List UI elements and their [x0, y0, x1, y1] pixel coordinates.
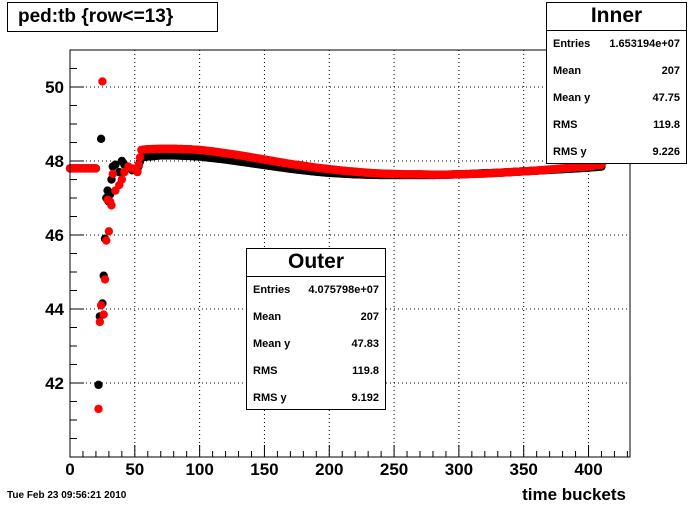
data-point — [104, 227, 114, 236]
data-point — [135, 153, 145, 162]
data-points — [65, 77, 610, 414]
data-point — [95, 317, 105, 327]
y-tick-label: 50 — [45, 78, 64, 97]
stats-row: Entries 4.075798e+07 — [253, 284, 379, 296]
data-point — [133, 167, 142, 177]
stats-row: Mean y 47.75 — [553, 92, 680, 104]
data-point — [117, 175, 127, 184]
stats-row: RMS 119.8 — [253, 365, 379, 377]
timestamp: Tue Feb 23 09:56:21 2010 — [7, 490, 127, 501]
x-tick-label: 300 — [445, 460, 473, 479]
stats-row: RMS y 9.192 — [253, 392, 379, 404]
tick-labels: 0 50 100 150 200 250 300 350 400 42 44 46 48 50 — [45, 78, 603, 479]
data-point — [102, 236, 111, 245]
series-outer — [65, 77, 610, 414]
data-point — [96, 134, 106, 143]
x-tick-label: 350 — [510, 460, 538, 479]
plot-frame — [69, 49, 631, 458]
x-tick-label: 250 — [380, 460, 408, 479]
stats-row: RMS y 9.226 — [553, 146, 680, 158]
stats-header: Inner — [547, 3, 686, 31]
x-tick-label: 400 — [574, 460, 602, 479]
data-point — [108, 169, 117, 179]
stats-row: Mean 207 — [553, 65, 680, 77]
data-point — [91, 164, 101, 173]
y-tick-label: 42 — [45, 374, 64, 393]
stats-row: Mean y 47.83 — [253, 338, 379, 350]
y-tick-label: 48 — [45, 152, 64, 171]
data-point — [94, 380, 103, 390]
stats-row: Entries 1.653194e+07 — [553, 38, 680, 50]
stats-box-outer[interactable]: Outer Entries 4.075798e+07 Mean 207 Mean y… — [246, 248, 386, 410]
chart-title: ped:tb {row<=13} — [7, 2, 218, 32]
stats-row: RMS 119.8 — [553, 119, 680, 131]
x-tick-label: 0 — [65, 460, 74, 479]
data-point — [99, 310, 108, 319]
x-tick-label: 100 — [185, 460, 213, 479]
stats-row: Mean 207 — [253, 311, 379, 323]
x-tick-label: 50 — [125, 460, 144, 479]
x-tick-label: 150 — [250, 460, 278, 479]
stats-box-inner[interactable]: Inner Entries 1.653194e+07 Mean 207 Mean y… — [546, 2, 687, 164]
x-axis-label: time buckets — [522, 485, 626, 504]
x-tick-label: 200 — [315, 460, 343, 479]
data-point — [111, 160, 120, 169]
data-point — [96, 301, 106, 310]
data-point — [107, 201, 116, 210]
data-point — [134, 160, 143, 169]
stats-header: Outer — [247, 249, 385, 277]
axis-ticks — [69, 49, 628, 457]
data-point — [98, 77, 107, 86]
y-tick-label: 46 — [45, 226, 64, 245]
y-tick-label: 44 — [45, 300, 64, 319]
data-point — [94, 404, 103, 414]
data-point — [100, 275, 110, 284]
